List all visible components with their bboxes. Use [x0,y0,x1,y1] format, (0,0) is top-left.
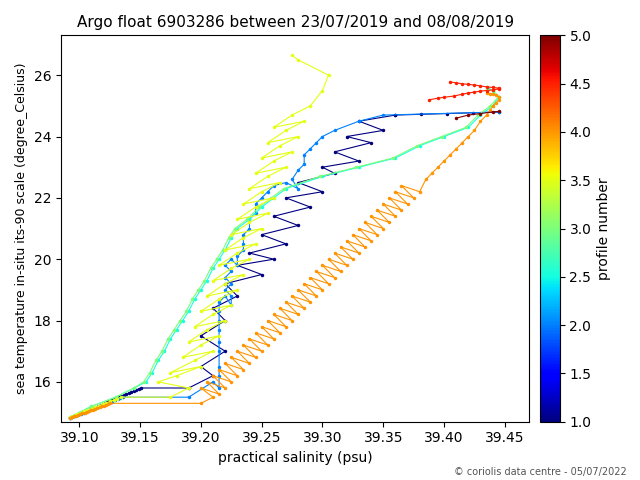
Text: © coriolis data centre - 05/07/2022: © coriolis data centre - 05/07/2022 [454,467,627,477]
X-axis label: practical salinity (psu): practical salinity (psu) [218,451,372,465]
Y-axis label: profile number: profile number [597,177,611,280]
Title: Argo float 6903286 between 23/07/2019 and 08/08/2019: Argo float 6903286 between 23/07/2019 an… [77,15,514,30]
Y-axis label: sea temperature in-situ its-90 scale (degree_Celsius): sea temperature in-situ its-90 scale (de… [15,63,28,394]
